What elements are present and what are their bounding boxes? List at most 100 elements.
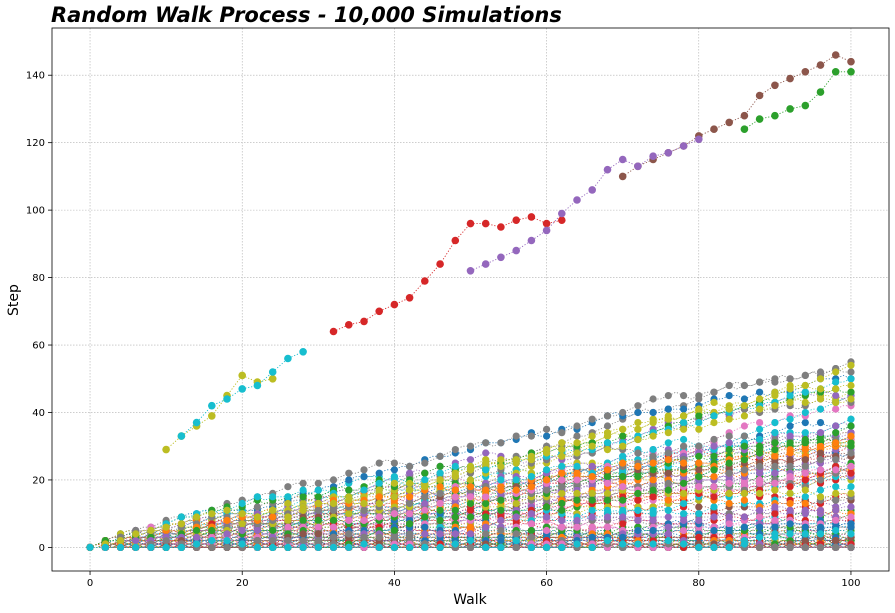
walk-line [90,530,852,548]
walk-point [299,479,307,487]
walk-point [634,402,642,410]
walk-point [710,388,718,396]
walk-line [89,398,852,548]
walk-point [695,510,703,518]
walk-point [436,452,444,460]
walk-point [497,439,505,447]
walk-point [482,449,490,457]
walk-point [634,506,642,514]
walk-point [756,378,764,386]
walk-point [756,388,764,396]
walk-point [619,408,627,417]
walk-point [801,371,809,379]
chart-title: Random Walk Process - 10,000 Simulations [51,3,562,27]
walk-line [89,445,852,548]
walk-point [421,459,429,467]
walk-point [543,432,551,440]
walk-point [588,506,596,514]
walk-point [740,422,749,430]
walk-point [801,419,809,427]
walk-point [832,496,840,504]
walk-point [725,381,733,390]
walk-point [527,432,536,440]
walk-point [649,408,657,417]
grid-lines [52,28,889,571]
walk-point [573,432,581,440]
walk-point [375,469,383,477]
walk-point [832,405,840,413]
walk-point [375,459,383,467]
walk-point [801,493,809,501]
walk-point [390,459,398,467]
walk-point [543,425,551,433]
walk-point [466,476,475,484]
walk-point [360,473,368,481]
walk-point [756,425,764,433]
walk-point [390,466,398,474]
walk-point [512,432,520,440]
walk-point [406,462,414,470]
walk-point [847,483,855,491]
walk-point [847,368,855,376]
walk-point [664,405,672,413]
walk-series-layer [86,51,855,552]
walk-point [634,419,642,427]
walk-point [786,415,794,423]
walk-line [89,466,852,548]
walk-point [695,392,703,400]
walk-point [482,439,490,447]
walk-line [90,459,851,548]
walk-point [832,392,840,400]
walk-point [771,419,779,427]
walk-point [573,422,581,430]
walk-point [710,503,718,511]
walk-point [314,479,322,487]
walk-point [771,378,779,386]
walk-point [345,476,353,484]
walk-point [664,506,672,514]
walk-point [603,506,612,514]
walk-point [558,429,566,437]
walk-point [406,469,414,477]
walk-point [619,506,627,514]
walk-point [603,412,612,420]
walk-point [832,483,840,491]
walk-point [284,483,292,491]
walk-point [695,503,703,511]
walk-point [786,422,794,430]
walk-point [634,408,642,417]
walk-point [649,446,657,454]
walk-point [466,442,475,450]
walk-point [740,395,749,403]
walk-point [603,422,612,430]
walk-point [329,476,338,484]
walk-line [90,536,851,548]
walk-point [360,466,368,474]
walk-point [664,392,672,400]
walk-point [816,368,825,376]
walk-line [90,445,852,548]
walk-point [816,419,825,427]
walk-point [786,375,794,383]
walk-point [588,415,596,423]
walk-point [680,405,688,413]
walk-point [664,439,672,447]
walk-point [466,456,475,464]
walk-point [801,408,809,417]
walk-point [725,392,733,400]
walk-point [253,503,261,511]
walk-point [816,405,825,413]
walk-point [680,392,688,400]
walk-point [740,381,749,390]
walk-point [756,419,764,427]
walk-point [451,446,459,454]
walk-point [680,510,688,518]
walk-line [90,449,852,548]
walk-point [664,513,672,521]
walk-point [649,510,657,518]
walk-point [345,469,353,477]
walk-point [816,486,825,494]
walk-point [649,395,657,403]
walk-point [680,499,688,508]
